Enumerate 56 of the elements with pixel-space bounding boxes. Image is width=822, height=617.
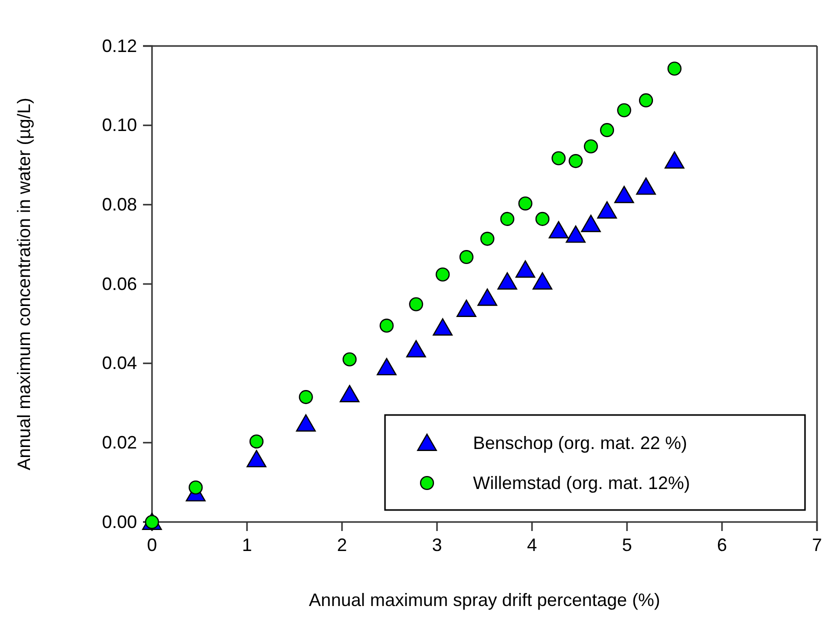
point bbox=[298, 390, 313, 404]
x-tick-label: 4 bbox=[526, 534, 538, 555]
point bbox=[532, 272, 552, 290]
point bbox=[600, 123, 614, 138]
point bbox=[568, 154, 583, 168]
x-axis-title: Annual maximum spray drift percentage (%) bbox=[308, 590, 660, 610]
y-tick-label: 0.10 bbox=[102, 115, 137, 136]
point bbox=[497, 272, 518, 290]
point bbox=[380, 318, 394, 333]
point bbox=[456, 300, 476, 317]
point bbox=[580, 214, 601, 232]
point bbox=[548, 221, 569, 238]
point bbox=[246, 450, 266, 468]
point bbox=[340, 384, 360, 402]
x-tick-label: 0 bbox=[146, 534, 158, 555]
point bbox=[614, 186, 634, 204]
point bbox=[667, 62, 682, 76]
point bbox=[342, 352, 357, 366]
point bbox=[376, 358, 397, 376]
point bbox=[515, 260, 536, 278]
y-tick-label: 0.12 bbox=[102, 36, 137, 56]
legend-label: Benschop (org. mat. 22 %) bbox=[473, 433, 688, 453]
y-tick-label: 0.08 bbox=[102, 194, 137, 214]
point bbox=[617, 103, 632, 118]
legend-label: Willemstad (org. mat. 12%) bbox=[473, 473, 690, 493]
point bbox=[188, 480, 203, 495]
y-tick-label: 0.02 bbox=[102, 432, 137, 452]
x-tick-label: 2 bbox=[336, 534, 348, 555]
x-tick-label: 1 bbox=[242, 534, 252, 555]
y-axis-title: Annual maximum concentration in water (µg/L) bbox=[14, 98, 34, 470]
point bbox=[477, 288, 498, 306]
point bbox=[432, 318, 453, 336]
point bbox=[664, 151, 684, 169]
x-tick-label: 3 bbox=[432, 534, 442, 555]
y-tick-label: 0.00 bbox=[102, 512, 137, 532]
point bbox=[406, 340, 426, 358]
point bbox=[566, 225, 586, 243]
point bbox=[638, 93, 654, 108]
point bbox=[597, 201, 617, 219]
x-tick-label: 6 bbox=[716, 534, 728, 555]
point bbox=[636, 177, 656, 195]
point bbox=[296, 414, 316, 432]
point bbox=[436, 267, 450, 282]
point bbox=[518, 196, 532, 210]
y-tick-label: 0.06 bbox=[102, 274, 137, 294]
point bbox=[480, 232, 494, 246]
point bbox=[459, 250, 474, 264]
x-tick-label: 5 bbox=[622, 534, 632, 555]
point bbox=[584, 139, 598, 154]
point bbox=[249, 434, 264, 448]
x-tick-label: 7 bbox=[812, 534, 822, 555]
point bbox=[500, 212, 514, 226]
point bbox=[552, 151, 566, 166]
point bbox=[409, 297, 424, 312]
y-tick-label: 0.04 bbox=[102, 353, 137, 374]
point bbox=[535, 212, 550, 226]
